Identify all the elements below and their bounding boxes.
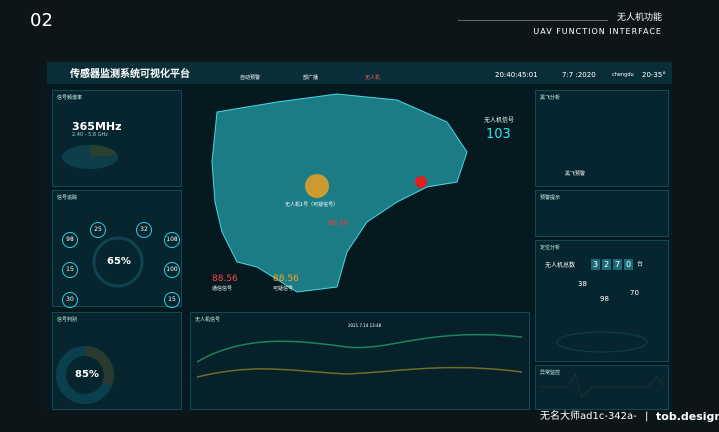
app-title: 传感器监测系统可视化平台 <box>70 69 190 80</box>
comm-label: 通信信号 <box>212 286 233 292</box>
panel: 预警提示 <box>535 190 669 237</box>
node: 100 <box>164 262 180 278</box>
panel: 黑飞分析 <box>535 90 669 187</box>
node: 98 <box>62 232 78 248</box>
temp: 20-35° <box>642 71 666 79</box>
sep: | <box>645 411 649 422</box>
title-en: UAV FUNCTION INTERFACE <box>533 27 662 36</box>
title-cn: 无人机功能 <box>616 13 662 23</box>
rule <box>458 20 608 21</box>
target-value: 88.56 <box>328 219 349 227</box>
track-percent: 65% <box>107 256 131 267</box>
suspect-value: 88.56 <box>273 274 299 284</box>
panel-title: 预警提示 <box>540 195 561 201</box>
panel: 信号判别 <box>52 312 182 410</box>
panel-title: 黑飞分析 <box>540 95 561 101</box>
author: 无名大师ad1c-342a- <box>540 411 637 422</box>
panel: 信号追踪 <box>52 190 182 307</box>
count: 98 <box>600 295 609 303</box>
node: 25 <box>90 222 106 238</box>
panel: 信号频谱率 <box>52 90 182 187</box>
digit: 2 <box>602 259 611 270</box>
suspect-label: 可疑信号 <box>273 286 294 292</box>
panel-title: 无人机信号 <box>195 317 221 323</box>
tooltip: 2021.7.14 13:48 <box>348 323 382 328</box>
panel-title: 定位分析 <box>540 245 561 251</box>
total-label: 无人机总数 <box>545 262 576 269</box>
node: 30 <box>62 292 78 308</box>
panel: 异常监控 <box>535 365 669 410</box>
node: 108 <box>164 232 180 248</box>
panel-title: 信号追踪 <box>57 195 78 201</box>
brand: tob.design <box>656 410 719 423</box>
freq-range: 2.40 - 5.8 GHz <box>72 132 108 138</box>
node: 15 <box>164 292 180 308</box>
digit: 7 <box>613 259 622 270</box>
digit: 0 <box>624 259 633 270</box>
tab[interactable]: 部广播 <box>303 75 319 81</box>
tab[interactable]: 无人机 <box>365 75 381 81</box>
digit: 3 <box>591 259 600 270</box>
hotspot <box>415 176 427 188</box>
slide-number: 02 <box>30 10 53 31</box>
header-bar <box>47 62 672 84</box>
hotspot <box>305 174 329 198</box>
count: 103 <box>486 127 511 142</box>
panel: 无人机信号 <box>190 312 530 410</box>
judge-percent: 85% <box>75 369 99 380</box>
count: 70 <box>630 289 639 297</box>
time: 20:40:45:01 <box>495 71 538 79</box>
panel-title: 信号判别 <box>57 317 78 323</box>
comm-value: 88.56 <box>212 274 238 284</box>
map <box>211 93 468 293</box>
unit: 台 <box>637 261 644 268</box>
panel-title: 异常监控 <box>540 370 561 376</box>
label: 无人机信号 <box>484 117 515 124</box>
node: 32 <box>136 222 152 238</box>
freq: 365MHz <box>72 120 122 133</box>
panel-title: 信号频谱率 <box>57 95 83 101</box>
target: 无人机1号（可疑信号） <box>285 202 339 208</box>
badge: 黑飞预警 <box>565 171 586 177</box>
count: 38 <box>578 280 587 288</box>
tab[interactable]: 自动预警 <box>240 75 261 81</box>
node: 15 <box>62 262 78 278</box>
date: 7:7 :2020 <box>562 71 596 79</box>
city: chengdu <box>612 72 634 78</box>
